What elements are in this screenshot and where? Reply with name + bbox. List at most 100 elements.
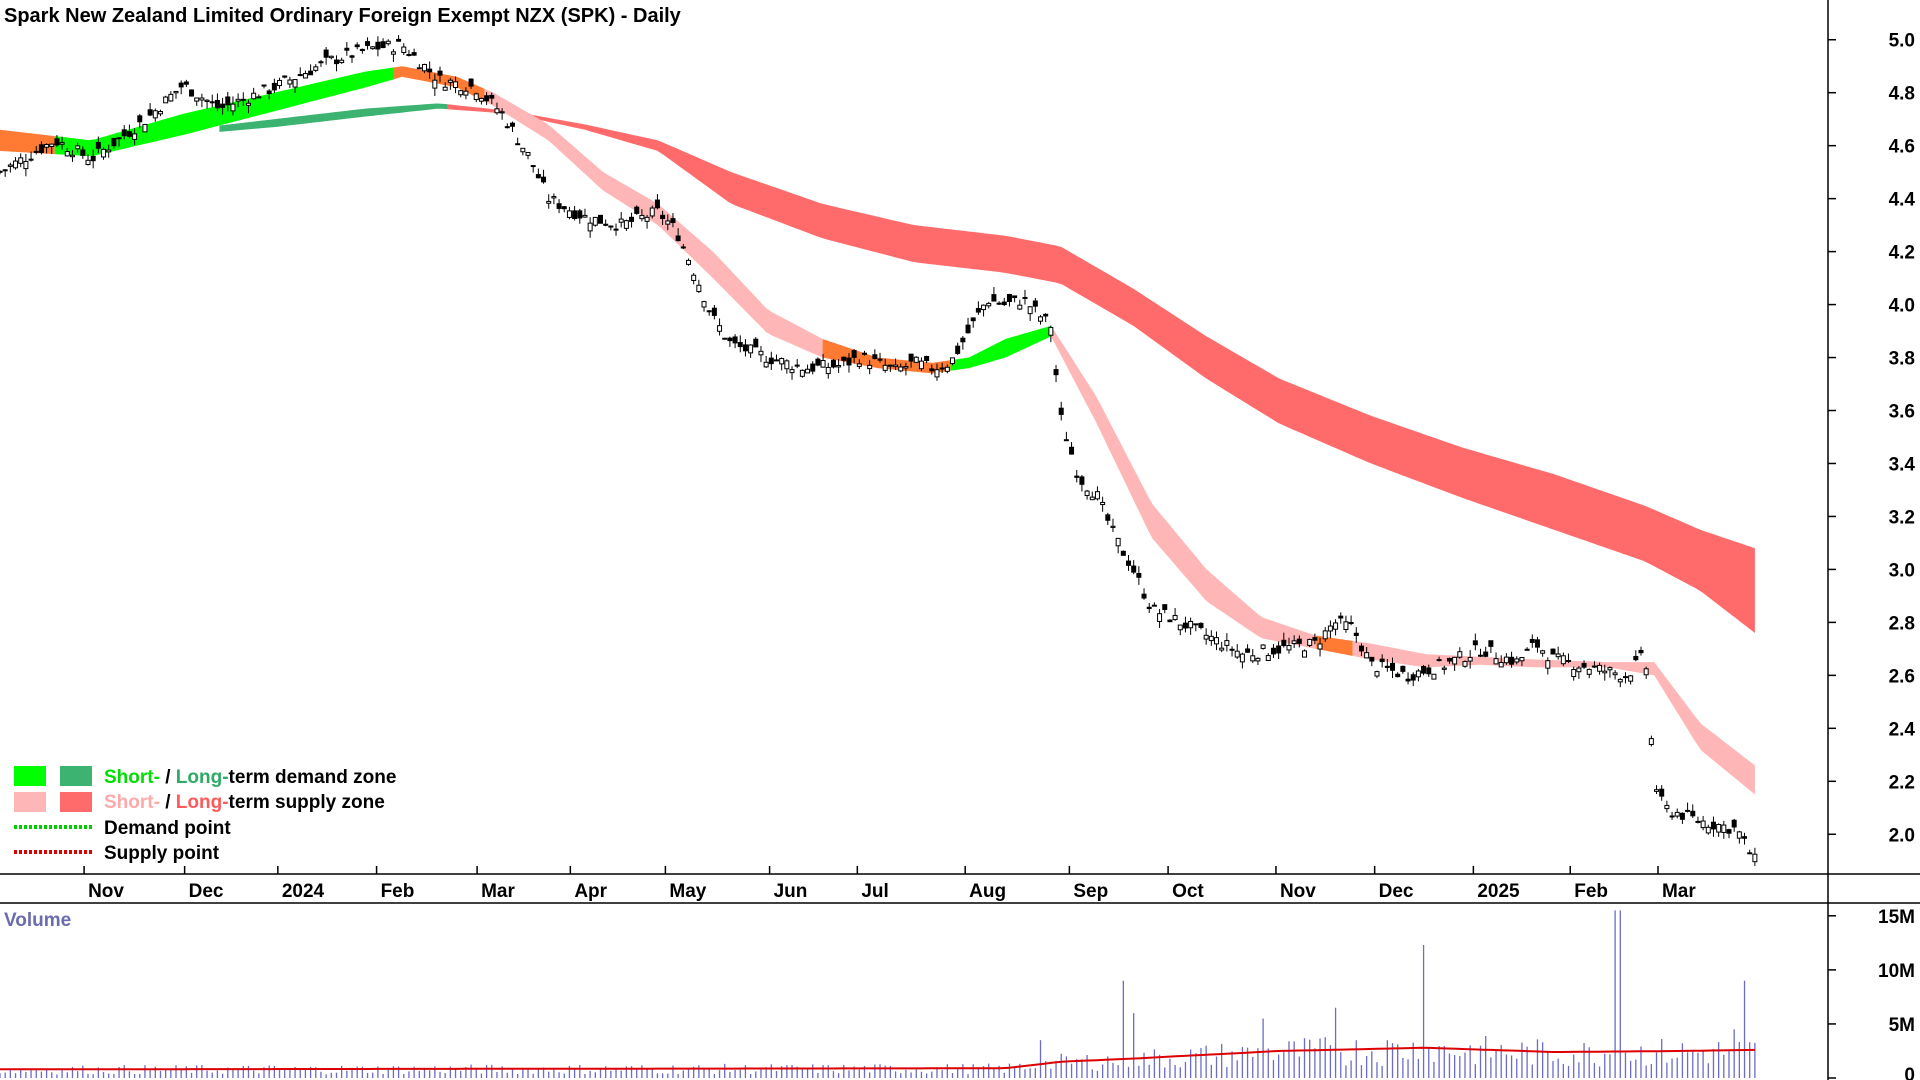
candle — [390, 49, 396, 62]
candle — [986, 301, 992, 309]
candle — [1705, 824, 1711, 835]
candle — [271, 78, 277, 94]
candle — [1001, 297, 1007, 307]
candle — [380, 38, 386, 49]
month-tick-label: Aug — [969, 881, 1006, 902]
price-candles — [0, 35, 1758, 866]
candle — [1566, 653, 1572, 664]
candle — [494, 102, 500, 115]
candle — [556, 199, 562, 214]
month-tick-label: Jul — [861, 881, 888, 902]
candle — [1659, 785, 1665, 801]
candle — [1534, 636, 1540, 653]
candle — [851, 349, 857, 364]
candle — [1545, 657, 1551, 675]
candle — [1089, 491, 1095, 501]
candle — [509, 121, 515, 133]
candle — [453, 76, 459, 94]
price-tick-label: 3.2 — [1889, 507, 1915, 528]
candle — [354, 42, 360, 50]
candle — [898, 363, 904, 373]
candle — [644, 214, 650, 229]
candle — [121, 125, 127, 140]
candle — [706, 310, 712, 316]
candle — [592, 216, 598, 227]
candle — [1224, 633, 1230, 652]
candle — [1426, 664, 1432, 677]
candle — [856, 359, 862, 370]
candle — [230, 96, 236, 116]
candle — [1286, 637, 1292, 654]
candle — [566, 206, 572, 220]
candle — [1032, 297, 1038, 313]
candle — [623, 219, 629, 231]
price-tick-label: 4.8 — [1889, 84, 1915, 105]
price-tick-label: 4.4 — [1889, 190, 1916, 211]
candle — [1312, 633, 1318, 645]
price-tick-label: 2.0 — [1889, 825, 1915, 846]
month-tick-label: Apr — [574, 881, 607, 902]
candle — [820, 353, 826, 368]
candle — [1390, 657, 1396, 679]
candle — [313, 64, 319, 73]
candle — [406, 49, 412, 57]
candle — [33, 146, 39, 155]
month-tick-label: Nov — [88, 881, 124, 902]
candle — [1322, 627, 1328, 642]
legend-demand-sep: / — [160, 767, 176, 788]
candle — [318, 59, 324, 67]
candle — [1229, 646, 1235, 657]
candle — [1710, 816, 1716, 837]
candle — [1415, 668, 1421, 682]
candle — [1120, 550, 1126, 556]
candle — [365, 37, 371, 50]
legend-demand-short: Short- — [104, 767, 160, 788]
candle — [1462, 660, 1468, 668]
candle — [1126, 555, 1132, 571]
candle — [597, 214, 603, 224]
volume-tick-label: 15M — [1878, 907, 1915, 928]
candle — [1162, 604, 1168, 614]
candle — [758, 346, 764, 363]
candle — [1669, 811, 1675, 820]
candle — [1006, 293, 1012, 307]
candle — [240, 92, 246, 106]
candle — [1555, 646, 1561, 660]
price-tick-label: 3.6 — [1889, 402, 1915, 423]
candle — [1436, 656, 1442, 662]
candle — [696, 279, 702, 293]
candle — [546, 194, 552, 209]
candle — [256, 94, 262, 99]
candle — [1245, 644, 1251, 653]
candle — [711, 305, 717, 320]
long-term-demand-zone — [219, 103, 448, 132]
candle — [975, 301, 981, 315]
price-tick-label: 2.4 — [1889, 719, 1916, 740]
candle — [939, 362, 945, 374]
legend: Short- / Long-term demand zone Short- / … — [14, 766, 396, 864]
volume-title: Volume — [4, 910, 71, 931]
candle — [1250, 649, 1256, 664]
candle — [1550, 648, 1556, 655]
volume-tick-label: 5M — [1889, 1015, 1915, 1036]
candle — [1100, 496, 1106, 512]
candle — [116, 137, 122, 147]
candle — [478, 97, 484, 105]
candle — [1208, 630, 1214, 646]
candle — [955, 342, 961, 355]
month-tick-label: 2025 — [1477, 881, 1520, 902]
candle — [199, 93, 205, 108]
candle — [1478, 648, 1484, 658]
candle — [44, 143, 50, 154]
candle — [582, 208, 588, 218]
candle — [421, 63, 427, 74]
candle — [1685, 802, 1691, 813]
candle — [401, 43, 407, 55]
candle — [1291, 635, 1297, 648]
candle — [64, 147, 70, 157]
candle — [1343, 615, 1349, 633]
candle — [918, 357, 924, 372]
candle — [1333, 619, 1339, 636]
